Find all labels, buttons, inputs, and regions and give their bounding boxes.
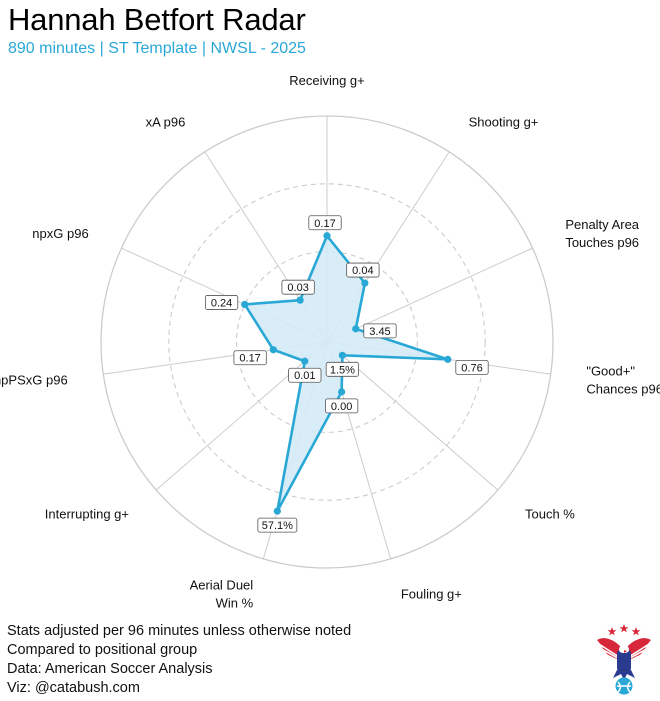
logo-body-icon <box>617 648 631 673</box>
value-label-box <box>325 361 359 377</box>
value-label-text: 0.03 <box>287 282 308 294</box>
chart-title: Hannah Betfort Radar <box>8 2 306 37</box>
data-point <box>296 296 304 304</box>
chart-subtitle: 890 minutes | ST Template | NWSL - 2025 <box>8 40 306 57</box>
value-label-box <box>346 262 380 278</box>
value-label-text: 0.17 <box>239 353 260 365</box>
value-label-text: 0.01 <box>294 370 315 382</box>
axis-spoke <box>155 341 328 491</box>
value-label-text: 0.24 <box>211 297 232 309</box>
logo-wings-icon <box>597 638 651 663</box>
axis-label: Fouling g+ <box>401 586 462 601</box>
value-label-text: 0.17 <box>314 218 335 230</box>
footnotes: Stats adjusted per 96 minutes unless oth… <box>7 622 351 698</box>
axis-spoke <box>326 247 533 343</box>
axis-label-line: npxG p96 <box>32 226 88 241</box>
axis-label: Receiving g+ <box>289 73 365 88</box>
value-label-box <box>288 367 322 383</box>
axis-label: Interrupting g+ <box>45 507 129 522</box>
data-point <box>361 279 369 287</box>
axis-label: "Good+" Chances p96 <box>586 363 660 396</box>
axis-label-line: "Good+" <box>586 363 635 378</box>
axis-label-line: Chances p96 <box>586 381 660 396</box>
data-point <box>273 507 281 515</box>
axis-label: Penalty Area Touches p96 <box>565 217 639 250</box>
series-area <box>243 234 450 513</box>
value-label-text: 1.5% <box>330 364 355 376</box>
data-point <box>352 325 360 333</box>
axis-label-line: Aerial Duel <box>190 577 254 592</box>
soccer-ball-icon <box>615 677 633 695</box>
axis-label: Aerial Duel Win % <box>190 577 254 610</box>
footnote-data-source: Data: American Soccer Analysis <box>7 661 213 677</box>
value-label: 0.17 <box>308 215 342 231</box>
data-point <box>323 232 331 240</box>
data-point <box>338 388 346 396</box>
data-point <box>444 355 452 363</box>
value-label: 0.00 <box>325 398 359 414</box>
axis-label-line: Shooting g+ <box>469 115 539 130</box>
axis-label: Shooting g+ <box>469 115 539 130</box>
axis-label-line: npPSxG p96 <box>0 372 68 387</box>
axis-label-line: Touches p96 <box>565 235 639 250</box>
axis-label-line: Win % <box>216 595 254 610</box>
footnote-comparison: Compared to positional group <box>7 642 198 658</box>
value-label: 1.5% <box>325 361 359 377</box>
axis-label-line: Touch % <box>525 507 575 522</box>
value-label-box <box>281 279 315 295</box>
axis-label: npxG p96 <box>32 226 88 241</box>
axis-label-line: Receiving g+ <box>289 73 365 88</box>
value-label-box <box>455 359 489 375</box>
value-label: 0.03 <box>281 279 315 295</box>
axis-label-line: xA p96 <box>146 115 186 130</box>
axis-label-line: Interrupting g+ <box>45 507 129 522</box>
eagle-logo-icon <box>597 624 651 695</box>
data-point <box>301 357 309 365</box>
value-label: 3.45 <box>363 323 397 339</box>
data-point <box>269 346 277 354</box>
value-label: 0.04 <box>346 262 380 278</box>
value-label-text: 0.00 <box>331 401 352 413</box>
value-label-box <box>325 398 359 414</box>
value-label-box <box>204 295 239 310</box>
footnote-adjusted: Stats adjusted per 96 minutes unless oth… <box>7 623 352 639</box>
value-label-box <box>257 517 298 533</box>
logo-tail-icon <box>613 670 635 680</box>
value-label: 0.24 <box>204 295 239 310</box>
axis-label-line: Fouling g+ <box>401 586 462 601</box>
axis-label: npPSxG p96 <box>0 372 68 387</box>
value-label: 57.1% <box>257 517 298 533</box>
grid-ring-dashed-2 <box>168 183 486 501</box>
value-label: 0.01 <box>288 367 322 383</box>
data-point <box>338 351 346 359</box>
axis-label: xA p96 <box>146 115 186 130</box>
value-label: 0.17 <box>233 350 267 366</box>
footnote-viz-credit: Viz: @catabush.com <box>7 680 140 696</box>
value-label-text: 57.1% <box>262 520 293 532</box>
value-label-text: 0.76 <box>461 362 482 374</box>
logo-stars-icon <box>607 624 641 636</box>
value-label-box <box>233 350 267 366</box>
value-label: 0.76 <box>455 359 489 375</box>
value-label-text: 0.04 <box>352 265 373 277</box>
axis-label-line: Penalty Area <box>565 217 639 232</box>
value-label-box <box>308 215 342 231</box>
data-point <box>241 300 249 309</box>
value-label-box <box>363 323 397 339</box>
value-label-text: 3.45 <box>369 326 390 338</box>
axis-label: Touch % <box>525 507 575 522</box>
